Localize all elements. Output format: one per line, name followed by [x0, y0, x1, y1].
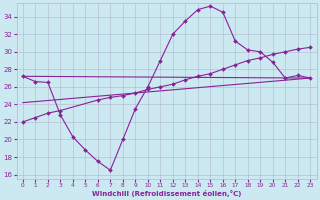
X-axis label: Windchill (Refroidissement éolien,°C): Windchill (Refroidissement éolien,°C) — [92, 190, 241, 197]
